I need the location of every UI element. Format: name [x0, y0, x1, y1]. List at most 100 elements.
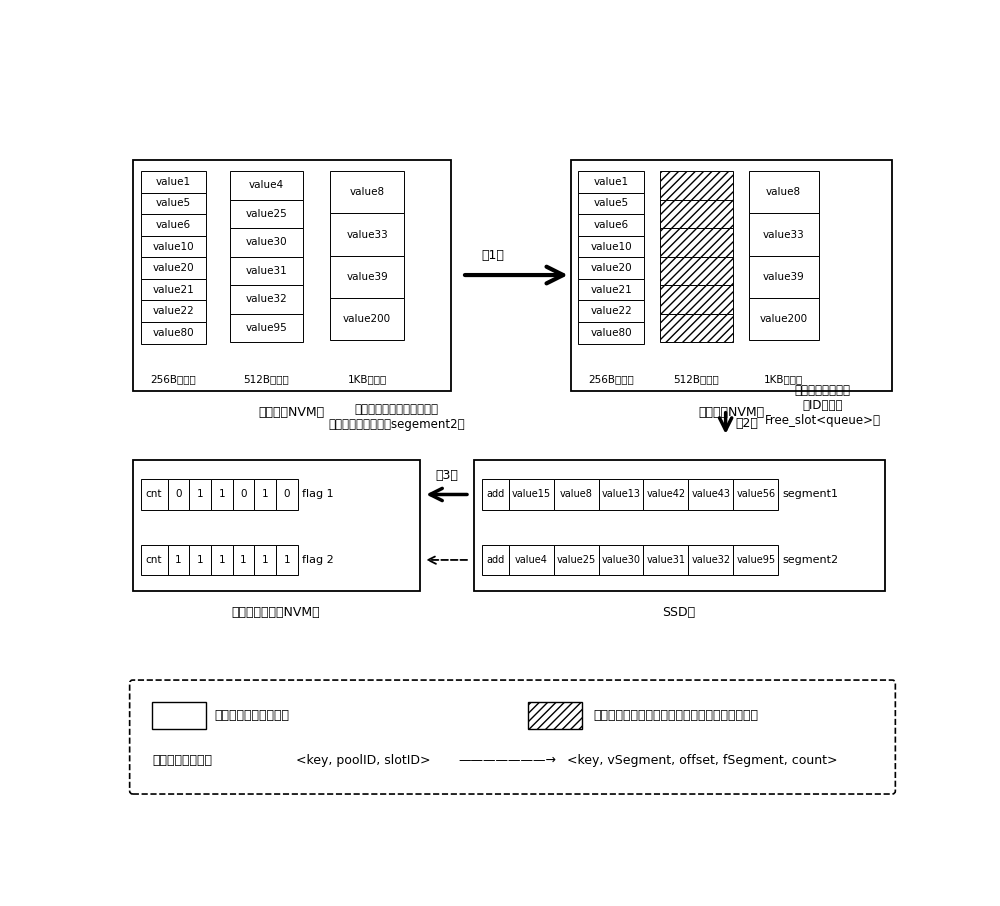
Text: 存储值的NVM区: 存储值的NVM区: [698, 406, 765, 419]
Text: （2）: （2）: [735, 417, 758, 429]
Bar: [140, 322, 206, 343]
Text: cnt: cnt: [146, 555, 162, 565]
Text: value6: value6: [156, 220, 191, 230]
Text: value33: value33: [763, 229, 805, 239]
Text: 1: 1: [197, 489, 203, 499]
Bar: [230, 285, 303, 313]
Text: value15: value15: [512, 489, 551, 499]
Text: add: add: [486, 489, 504, 499]
Text: value30: value30: [246, 237, 287, 247]
Text: value13: value13: [602, 489, 640, 499]
Bar: [233, 545, 254, 575]
Bar: [211, 545, 233, 575]
Text: value25: value25: [556, 555, 596, 565]
Bar: [660, 313, 733, 342]
Text: value5: value5: [156, 198, 191, 208]
Bar: [276, 479, 298, 510]
Bar: [189, 479, 211, 510]
Text: 1KB内存块: 1KB内存块: [764, 374, 803, 384]
Text: flag 2: flag 2: [302, 555, 333, 565]
Text: 选中的要迁移内存单元中的
键值对写入到了新段segement2中: 选中的要迁移内存单元中的 键值对写入到了新段segement2中: [328, 403, 465, 431]
Bar: [168, 479, 189, 510]
Bar: [140, 301, 206, 322]
Bar: [230, 256, 303, 285]
Bar: [578, 257, 644, 279]
Bar: [233, 479, 254, 510]
Text: value6: value6: [594, 220, 629, 230]
Text: 512B内存块: 512B内存块: [244, 374, 289, 384]
Text: value20: value20: [153, 263, 194, 273]
Text: value31: value31: [646, 555, 685, 565]
Text: <key, vSegment, offset, fSegment, count>: <key, vSegment, offset, fSegment, count>: [567, 754, 837, 766]
Bar: [571, 159, 892, 390]
Bar: [688, 545, 733, 575]
Text: value42: value42: [646, 489, 686, 499]
Text: 存储标志位段的NVM区: 存储标志位段的NVM区: [232, 606, 320, 619]
Bar: [140, 545, 168, 575]
Text: value5: value5: [594, 198, 629, 208]
Text: value200: value200: [343, 314, 391, 324]
Bar: [330, 255, 404, 298]
Bar: [230, 199, 303, 228]
Text: value8: value8: [350, 188, 385, 198]
Text: value22: value22: [153, 306, 194, 316]
Bar: [482, 479, 509, 510]
Text: value200: value200: [760, 314, 808, 324]
Bar: [599, 479, 643, 510]
Text: 256B内存块: 256B内存块: [588, 374, 634, 384]
Text: value80: value80: [153, 328, 194, 338]
Text: value10: value10: [153, 242, 194, 252]
Text: 512B内存块: 512B内存块: [674, 374, 719, 384]
Bar: [660, 171, 733, 199]
Bar: [749, 171, 819, 214]
Text: value21: value21: [590, 284, 632, 294]
Text: value39: value39: [763, 272, 805, 282]
Text: flag 1: flag 1: [302, 489, 333, 499]
Text: 256B内存块: 256B内存块: [151, 374, 196, 384]
Bar: [554, 545, 599, 575]
Text: 1: 1: [262, 555, 269, 565]
Bar: [140, 236, 206, 257]
Bar: [688, 479, 733, 510]
FancyBboxPatch shape: [130, 680, 895, 794]
Bar: [660, 199, 733, 228]
Bar: [509, 479, 554, 510]
Bar: [749, 214, 819, 255]
Text: value33: value33: [346, 229, 388, 239]
Text: <key, poolID, slotID>: <key, poolID, slotID>: [296, 754, 430, 766]
Bar: [578, 171, 644, 193]
Bar: [140, 193, 206, 214]
Text: 1: 1: [197, 555, 203, 565]
Bar: [133, 460, 420, 591]
Bar: [230, 313, 303, 342]
Bar: [168, 545, 189, 575]
Bar: [140, 171, 206, 193]
Bar: [643, 545, 688, 575]
Text: 迁移后的内存单元
其ID记录入
Free_slot<queue>中: 迁移后的内存单元 其ID记录入 Free_slot<queue>中: [765, 384, 881, 428]
Text: value1: value1: [594, 177, 629, 187]
Text: value56: value56: [736, 489, 775, 499]
Bar: [276, 545, 298, 575]
Bar: [578, 236, 644, 257]
Bar: [733, 479, 778, 510]
Bar: [578, 279, 644, 301]
Text: value95: value95: [736, 555, 775, 565]
Bar: [643, 479, 688, 510]
Text: value39: value39: [346, 272, 388, 282]
Text: value25: value25: [246, 208, 287, 219]
Bar: [660, 285, 733, 313]
Bar: [330, 171, 404, 214]
Text: value10: value10: [590, 242, 632, 252]
Text: 存储值的NVM区: 存储值的NVM区: [259, 406, 325, 419]
Text: 选中的要迁移的内存单元，迁移后其中的数据无效: 选中的要迁移的内存单元，迁移后其中的数据无效: [594, 709, 759, 722]
Bar: [189, 545, 211, 575]
Text: segment2: segment2: [782, 555, 838, 565]
Text: 1: 1: [175, 555, 182, 565]
Bar: [660, 256, 733, 285]
Bar: [554, 479, 599, 510]
Text: value8: value8: [766, 188, 801, 198]
Text: value22: value22: [590, 306, 632, 316]
Text: 1: 1: [262, 489, 269, 499]
Bar: [230, 228, 303, 256]
Bar: [133, 159, 450, 390]
